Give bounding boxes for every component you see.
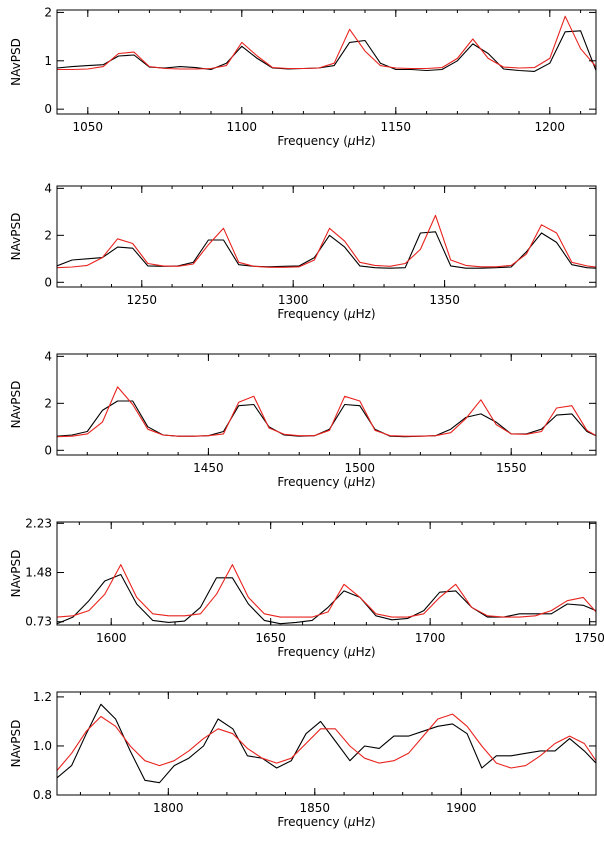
plot-frame: [56, 691, 597, 796]
model-series-line: [57, 564, 596, 618]
plot-frame: [56, 353, 597, 456]
y-tick-label: 2: [44, 396, 52, 410]
y-tick-label: 0.8: [33, 788, 52, 802]
x-tick-label: 1600: [96, 631, 127, 645]
y-tick-label: 0: [44, 275, 52, 289]
plot-frame: [56, 9, 597, 115]
x-tick-label: 1850: [300, 801, 331, 815]
y-tick-label: 4: [44, 181, 52, 195]
series-group: [57, 564, 596, 625]
x-tick-label: 1300: [278, 293, 309, 307]
panel-3: 1450 1500 1550 0 2 4 Frequency (μHz) NAvPSD: [9, 349, 597, 489]
panel-5: 1800 1850 1900 0.8 1.0 1.2 Frequency (μHz) NAvP…: [9, 690, 597, 829]
plot-frame: [56, 185, 597, 288]
x-tick-label: 1200: [535, 120, 566, 134]
y-axis-label: NAvPSD: [9, 720, 23, 768]
y-tick-label: 1.48: [25, 566, 52, 580]
y-tick-label: 0: [44, 443, 52, 457]
x-tick-label: 1900: [446, 801, 477, 815]
y-tick-label: 1.0: [33, 739, 52, 753]
y-axis-label: NAvPSD: [9, 38, 23, 86]
x-tick-label: 1700: [415, 631, 446, 645]
x-tick-label: 1650: [255, 631, 286, 645]
x-tick-label: 1450: [193, 461, 224, 475]
x-tick-label: 1150: [381, 120, 412, 134]
observed-series-line: [57, 30, 596, 72]
x-axis-label: Frequency (μHz): [277, 307, 375, 321]
series-group: [57, 214, 596, 269]
x-axis-label: Frequency (μHz): [277, 645, 375, 659]
y-axis-label: NAvPSD: [9, 213, 23, 261]
y-tick-label: 1: [44, 54, 52, 68]
y-axis-label: NAvPSD: [9, 381, 23, 429]
model-series-line: [57, 214, 596, 269]
observed-series-line: [57, 231, 596, 269]
plot-frame: [56, 521, 597, 626]
x-tick-label: 1050: [73, 120, 104, 134]
y-tick-label: 2: [44, 5, 52, 19]
y-tick-label: 0.73: [25, 615, 52, 629]
x-axis-label: Frequency (μHz): [277, 475, 375, 489]
x-tick-label: 1500: [345, 461, 376, 475]
series-group: [57, 15, 596, 72]
y-tick-label: 2: [44, 228, 52, 242]
panel-2: 1250 1300 1350 0 2 4 Frequency (μHz) NAvPSD: [9, 181, 597, 321]
observed-series-line: [57, 703, 596, 784]
model-series-line: [57, 713, 596, 771]
x-tick-label: 1550: [496, 461, 527, 475]
y-tick-label: 0: [44, 102, 52, 116]
model-series-line: [57, 386, 596, 438]
series-group: [57, 703, 596, 784]
y-tick-label: 4: [44, 349, 52, 363]
x-tick-label: 1750: [574, 631, 604, 645]
x-tick-label: 1250: [127, 293, 158, 307]
y-tick-label: 1.2: [33, 690, 52, 704]
x-tick-label: 1100: [227, 120, 258, 134]
panel-1: 1050 1100 1150 1200 0 1 2 Frequency (μHz) NAvPSD: [9, 5, 597, 148]
y-tick-label: 2.23: [25, 516, 52, 530]
x-axis-label: Frequency (μHz): [277, 815, 375, 829]
x-tick-label: 1800: [153, 801, 184, 815]
panel-4: 1600 1650 1700 1750 0.73 1.48 2.23 Frequency (μ…: [9, 516, 604, 659]
x-tick-label: 1350: [429, 293, 460, 307]
series-group: [57, 386, 596, 438]
observed-series-line: [57, 573, 596, 625]
y-axis-label: NAvPSD: [9, 550, 23, 598]
x-axis-label: Frequency (μHz): [277, 134, 375, 148]
model-series-line: [57, 15, 596, 71]
